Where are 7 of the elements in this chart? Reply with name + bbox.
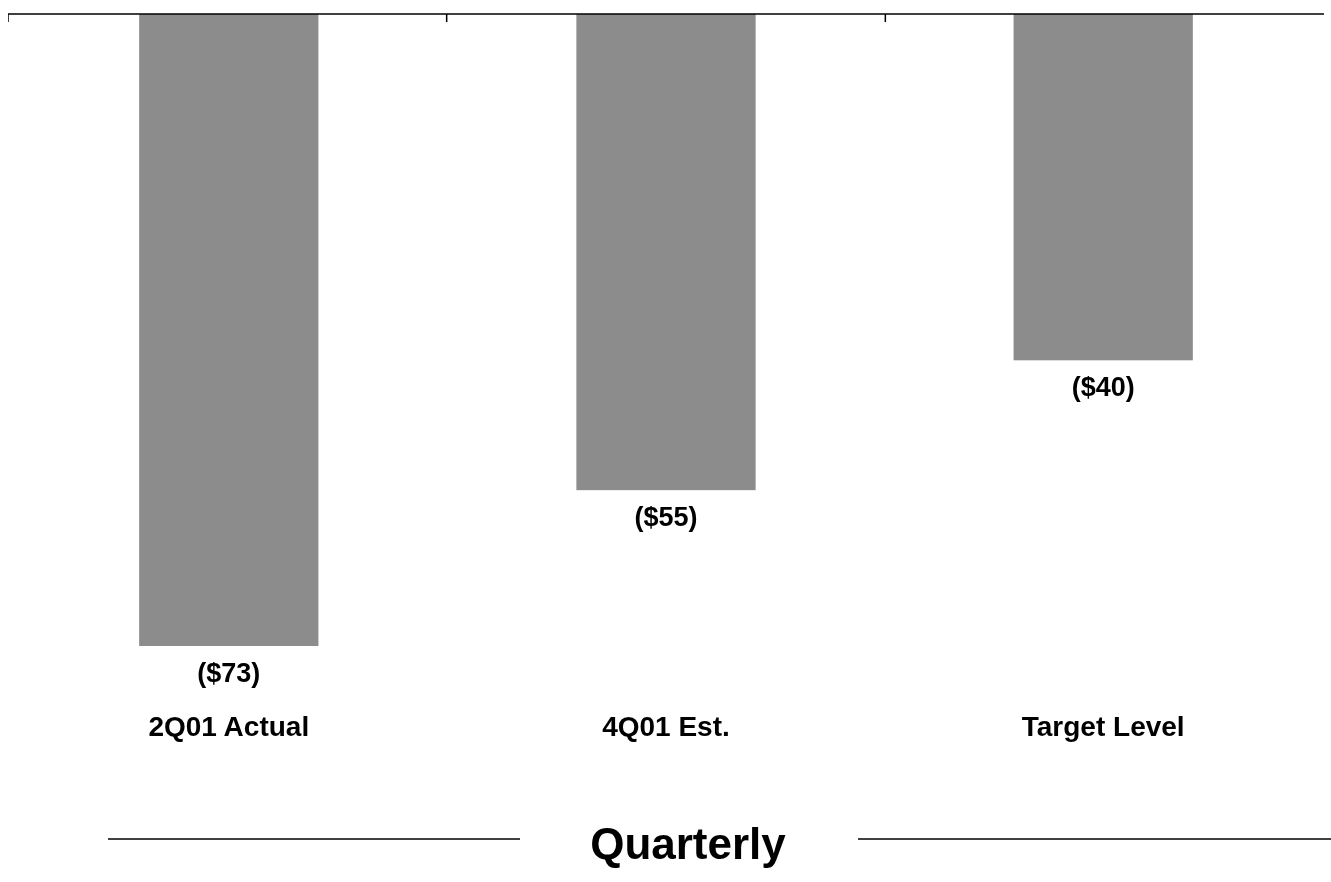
x-tick-label: 2Q01 Actual — [148, 711, 310, 742]
x-tick-label: 4Q01 Est. — [602, 711, 730, 742]
x-axis-title: Quarterly — [590, 819, 787, 868]
data-label: ($73) — [197, 658, 261, 688]
x-tick-label: Target Level — [1021, 711, 1185, 742]
data-label: ($55) — [634, 502, 698, 533]
data-label: ($40) — [1071, 372, 1135, 403]
